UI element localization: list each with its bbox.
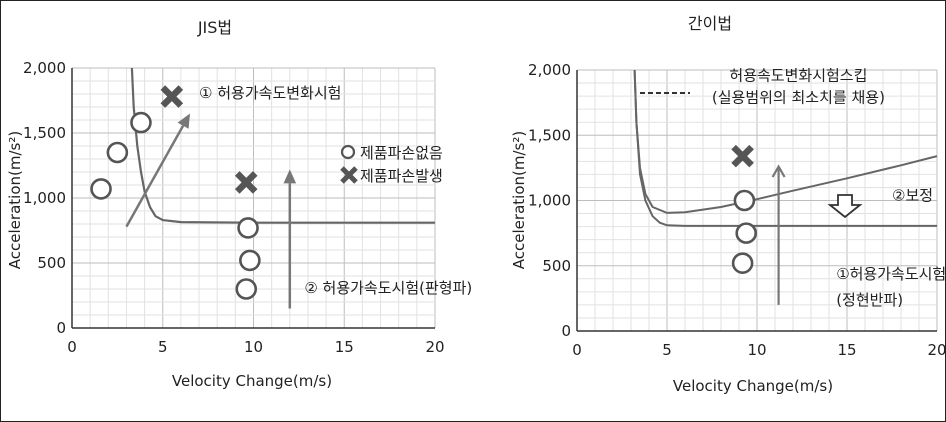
simple-chart-panel: 간이법 0 500 1,000 1,500 2,000 0 5 10 15 20 Velocit…: [510, 14, 946, 395]
simple-x-tick-label: 10: [747, 341, 766, 359]
jis-circle-point: [237, 217, 259, 239]
jis-y-tick-label: 500: [37, 254, 66, 272]
jis-grid: [71, 67, 436, 329]
simple-y-ticks: 0 500 1,000 1,500 2,000: [528, 61, 571, 340]
jis-annotation-acceleration: ② 허용가속도시험(판형파): [304, 279, 472, 297]
jis-chart-panel: JIS법 0 500 1,000 1,500 2,000 0 5 10 15 20 Veloci…: [6, 18, 472, 390]
simple-y-tick-label: 0: [561, 322, 571, 340]
jis-circle-point: [90, 178, 112, 200]
simple-circle-point: [731, 252, 754, 274]
jis-y-tick-label: 1,000: [23, 189, 66, 207]
jis-cross-point: [234, 171, 258, 194]
simple-chart-title: 간이법: [688, 14, 732, 33]
simple-annotation-correction: ②보정: [892, 187, 933, 205]
jis-chart-title: JIS법: [197, 18, 232, 37]
jis-x-tick-label: 10: [244, 338, 263, 356]
simple-y-tick-label: 1,500: [528, 126, 571, 144]
jis-x-tick-label: 0: [67, 338, 77, 356]
jis-x-tick-label: 5: [158, 338, 168, 356]
simple-arrowhead-acceleration: [771, 164, 786, 178]
simple-y-tick-label: 2,000: [528, 61, 571, 79]
simple-y-tick-label: 500: [542, 257, 571, 275]
simple-x-tick-label: 20: [927, 341, 946, 359]
simple-x-tick-label: 15: [837, 341, 856, 359]
jis-x-ticks: 0 5 10 15 20: [67, 338, 444, 356]
simple-annotation-skip: 허용속도변화시험스킵: [729, 66, 867, 84]
simple-circle-point: [735, 222, 758, 244]
legend-entry-damage: 제품파손발생: [360, 167, 443, 185]
legend-entry-no-damage: 제품파손없음: [360, 144, 443, 162]
jis-arrowhead-acceleration: [283, 169, 297, 184]
jis-annotation-acceleration-change: ① 허용가속도변화시험: [199, 84, 341, 102]
simple-x-tick-label: 5: [662, 341, 672, 359]
simple-data-points: [731, 144, 758, 274]
jis-y-tick-label: 1,500: [23, 124, 66, 142]
jis-y-ticks: 0 500 1,000 1,500 2,000: [23, 59, 66, 337]
jis-circle-point: [235, 278, 258, 300]
jis-data-points: [90, 85, 261, 300]
simple-corrected-curve: [633, 69, 938, 214]
simple-x-ticks: 0 5 10 15 20: [572, 341, 946, 359]
jis-circle-point: [106, 141, 129, 164]
simple-circle-point: [733, 189, 756, 212]
legend-cross-marker: [340, 166, 358, 184]
jis-arrow-acceleration-change: [125, 125, 185, 228]
simple-annotation-acceleration: ①허용가속도시험: [836, 265, 946, 283]
legend-circle-marker: [340, 144, 356, 160]
simple-x-axis-label: Velocity Change(m/s): [673, 377, 833, 395]
simple-y-axis-label: Acceleration(m/s²): [510, 131, 528, 269]
jis-boundary-curve: [130, 67, 435, 224]
correction-down-arrow-icon: [827, 194, 863, 219]
jis-x-tick-label: 15: [335, 338, 354, 356]
simple-y-tick-label: 1,000: [528, 192, 571, 210]
jis-circle-point: [130, 111, 152, 134]
jis-y-tick-label: 2,000: [23, 59, 66, 77]
jis-x-axis-label: Velocity Change(m/s): [172, 372, 332, 390]
jis-circle-point: [239, 249, 261, 272]
simple-cross-point: [731, 144, 754, 168]
jis-arrowhead-acceleration-change: [177, 113, 190, 129]
jis-x-tick-label: 20: [425, 338, 444, 356]
jis-legend: 제품파손없음 제품파손발생: [340, 144, 443, 185]
jis-y-tick-label: 0: [56, 319, 66, 337]
simple-annotation-half-sine: (정현반파): [836, 291, 903, 309]
jis-cross-point: [160, 85, 184, 108]
simple-annotation-skip-note: (실용범위의 최소치를 채용): [712, 89, 885, 107]
simple-x-tick-label: 0: [572, 341, 582, 359]
jis-y-axis-label: Acceleration(m/s²): [6, 131, 24, 269]
